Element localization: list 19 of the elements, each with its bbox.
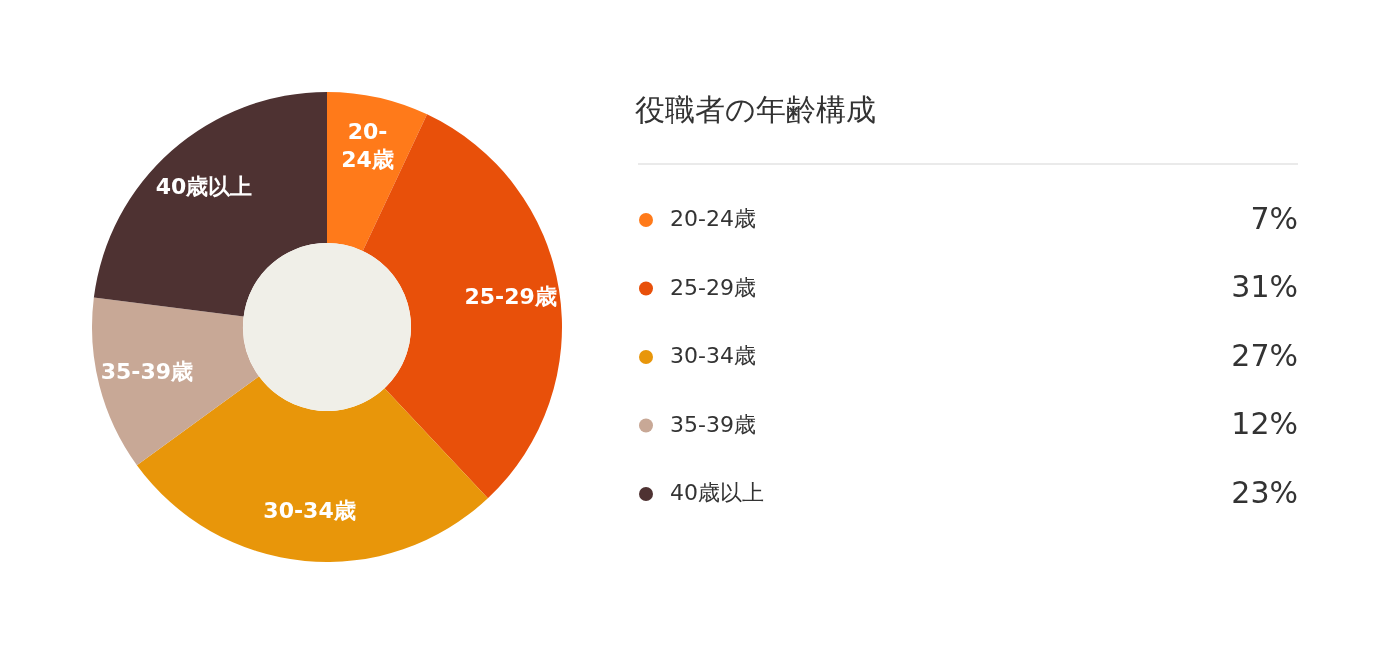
- slice-label: 25-29歳: [464, 283, 557, 309]
- data-label: 12%: [1231, 406, 1298, 441]
- data-label: 31%: [1231, 269, 1298, 304]
- legend-label: 35-39歳: [670, 411, 756, 437]
- donut-slice: [93, 92, 327, 317]
- data-label: 23%: [1231, 474, 1298, 510]
- legend-label: 40歳以上: [670, 480, 764, 505]
- slice-label: 35-39歳: [100, 359, 194, 385]
- legend-label: 20-24歳: [670, 206, 756, 231]
- slice-label: 20-24歳: [341, 118, 394, 172]
- donut-slice: [92, 297, 260, 466]
- legend-label: 30-34歳: [670, 343, 756, 368]
- legend-label: 25-29歳: [670, 274, 756, 300]
- slice-label: 30-34歳: [263, 498, 356, 524]
- chart-title: 役職者の年齢構成: [635, 92, 876, 127]
- data-label: 27%: [1231, 337, 1298, 373]
- donut-slice: [327, 92, 428, 251]
- data-label: 7%: [1250, 200, 1298, 236]
- slice-label: 40歳以上: [155, 173, 253, 199]
